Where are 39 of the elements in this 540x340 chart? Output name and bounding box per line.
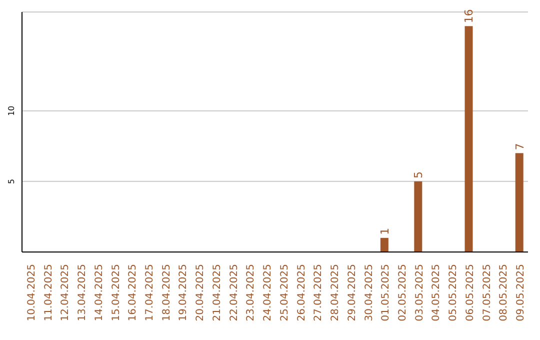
- x-tick-label: 24.04.2025: [262, 264, 274, 322]
- x-tick-label: 12.04.2025: [60, 264, 72, 322]
- x-tick-label: 09.05.2025: [516, 264, 527, 322]
- x-tick-label: 20.04.2025: [195, 264, 206, 322]
- y-tick-label: 10: [7, 106, 16, 116]
- x-tick-label: 05.05.2025: [448, 264, 460, 322]
- x-tick-label: 18.04.2025: [161, 264, 172, 322]
- x-tick-label: 02.05.2025: [398, 264, 408, 322]
- x-tick-label: 04.05.2025: [431, 264, 442, 322]
- x-tick-label: 06.05.2025: [464, 264, 476, 322]
- x-tick-label: 01.05.2025: [380, 264, 392, 322]
- x-tick-label: 10.04.2025: [26, 264, 38, 322]
- x-tick-label: 26.04.2025: [296, 264, 308, 322]
- x-tick-label: 07.05.2025: [482, 264, 493, 322]
- x-tick-label: 03.05.2025: [414, 264, 426, 322]
- x-tick-label: 14.04.2025: [94, 264, 105, 322]
- data-label: 1: [378, 228, 392, 235]
- x-tick-label: 17.04.2025: [144, 264, 156, 322]
- data-label: 16: [462, 9, 476, 24]
- x-tick-label: 28.04.2025: [330, 264, 342, 322]
- bar: [515, 153, 524, 252]
- x-tick-label: 30.04.2025: [364, 264, 375, 322]
- x-tick-label: 27.04.2025: [313, 264, 324, 322]
- x-tick-label: 16.04.2025: [128, 264, 139, 322]
- x-tick-label: 29.04.2025: [346, 264, 358, 322]
- bar: [380, 238, 388, 252]
- x-tick-label: 19.04.2025: [178, 264, 190, 322]
- x-tick-label: 23.04.2025: [246, 264, 257, 322]
- x-tick-label: 08.05.2025: [498, 264, 510, 322]
- x-tick-label: 15.04.2025: [110, 264, 122, 322]
- x-tick-label: 11.04.2025: [43, 264, 54, 322]
- x-tick-label: 13.04.2025: [77, 264, 88, 322]
- x-tick-label: 22.04.2025: [228, 264, 240, 322]
- bar: [414, 181, 422, 252]
- data-label: 7: [513, 143, 526, 150]
- x-tick-label: 25.04.2025: [279, 264, 290, 322]
- x-tick-label: 21.04.2025: [212, 264, 223, 322]
- bar: [464, 26, 473, 252]
- data-label: 5: [412, 171, 426, 178]
